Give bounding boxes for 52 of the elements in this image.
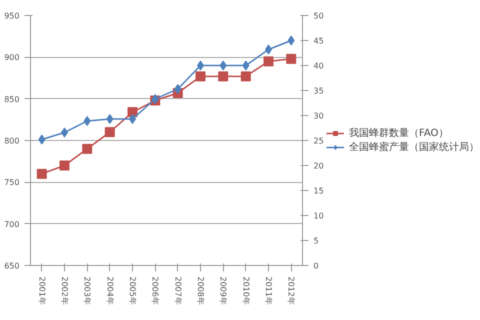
point [106,114,114,124]
y-tick-label: 900 [4,53,20,62]
y2-tick-label: 35 [314,86,324,96]
y-tick-label: 950 [4,12,20,20]
x-tick-label: 2005年 [128,276,137,305]
x-tick-label: 2010年 [241,276,250,305]
y-tick-label: 700 [4,220,20,229]
x-tick-label: 2012年 [286,276,296,305]
point [174,84,182,94]
y2-tick-label: 30 [314,112,324,120]
point [220,60,227,70]
point [36,168,47,179]
y-tick-label: 750 [4,178,20,188]
y2-tick-label: 15 [314,186,324,196]
point [38,134,46,144]
y2-tick-label: 40 [314,62,324,70]
x-tick-label: 2009年 [218,276,228,305]
y2-tick-label: 50 [314,12,324,20]
x-tick-label: 2006年 [150,276,160,305]
point [60,160,70,170]
point [129,114,136,124]
y2-tick-label: 10 [314,212,324,220]
x-tick-label: 2001年 [37,276,46,305]
point [240,71,251,82]
y2-tick-label: 20 [314,162,324,170]
point [61,128,68,138]
point [264,56,274,66]
y2-tick-label: 0 [314,262,319,270]
x-tick-label: 2007年 [173,276,182,305]
y-tick-label: 650 [4,262,20,270]
x-tick-label: 2004年 [105,276,114,305]
y2-tick-label: 25 [314,136,324,146]
y-tick-label: 850 [4,94,20,104]
x-tick-label: 2008年 [196,276,205,305]
point [218,71,228,82]
point [104,127,115,138]
legend-label: 我国蜂群数量（FAO） [349,126,448,140]
point [84,116,91,126]
point [288,36,295,46]
x-tick-label: 2002年 [60,276,69,305]
point [242,60,250,70]
point [286,54,296,64]
y2-tick-label: 45 [314,36,324,46]
x-tick-label: 2003年 [82,276,92,305]
point [196,71,206,82]
y2-tick-label: 5 [314,236,319,246]
point [265,44,272,54]
point [82,144,92,154]
legend-label: 全国蜂蜜产量（国家统计局） [349,140,477,154]
y-tick-label: 800 [4,136,20,146]
x-tick-label: 2011年 [264,276,273,305]
point [197,60,204,70]
